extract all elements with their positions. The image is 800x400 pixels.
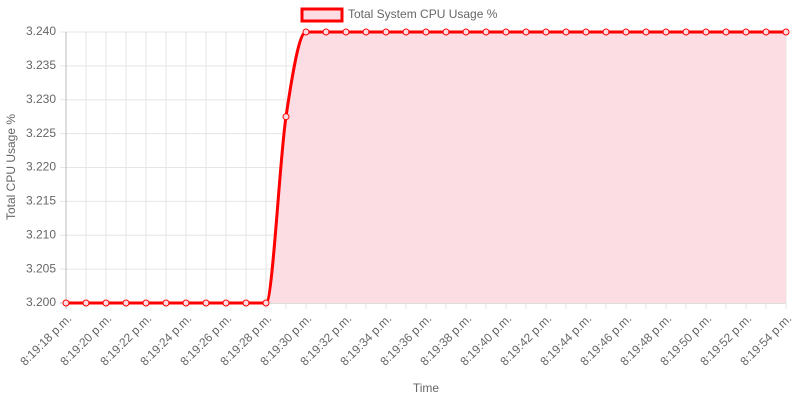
- point: [522, 28, 530, 36]
- y-tick-label: 3.215: [26, 194, 56, 208]
- point: [642, 28, 650, 36]
- point: [462, 28, 470, 36]
- point: [582, 28, 590, 36]
- point: [122, 299, 130, 307]
- point: [422, 28, 430, 36]
- area: [66, 32, 786, 303]
- point: [562, 28, 570, 36]
- y-tick-label: 3.240: [26, 24, 56, 38]
- point: [302, 28, 310, 36]
- point: [622, 28, 630, 36]
- point: [742, 28, 750, 36]
- point: [102, 299, 110, 307]
- point: [242, 299, 250, 307]
- point: [162, 299, 170, 307]
- point: [442, 28, 450, 36]
- point: [202, 299, 210, 307]
- point: [782, 28, 790, 36]
- point: [182, 299, 190, 307]
- y-tick-label: 3.225: [26, 126, 56, 140]
- y-tick-label: 3.210: [26, 227, 56, 241]
- y-axis-title: Total CPU Usage %: [4, 114, 18, 220]
- point: [342, 28, 350, 36]
- y-tick-label: 3.235: [26, 58, 56, 72]
- point: [362, 28, 370, 36]
- point: [382, 28, 390, 36]
- point: [762, 28, 770, 36]
- point: [222, 299, 230, 307]
- point: [682, 28, 690, 36]
- point: [722, 28, 730, 36]
- legend-label: Total System CPU Usage %: [348, 7, 498, 21]
- point: [142, 299, 150, 307]
- point: [502, 28, 510, 36]
- point: [82, 299, 90, 307]
- point: [602, 28, 610, 36]
- point: [282, 113, 290, 121]
- y-tick-label: 3.220: [26, 160, 56, 174]
- y-tick-label: 3.230: [26, 92, 56, 106]
- y-tick-label: 3.205: [26, 261, 56, 275]
- x-axis-title: Time: [413, 381, 440, 395]
- point: [662, 28, 670, 36]
- point: [702, 28, 710, 36]
- point: [542, 28, 550, 36]
- point: [262, 299, 270, 307]
- point: [62, 299, 70, 307]
- y-tick-label: 3.200: [26, 295, 56, 309]
- point: [322, 28, 330, 36]
- point: [402, 28, 410, 36]
- legend-swatch: [300, 7, 344, 23]
- point: [482, 28, 490, 36]
